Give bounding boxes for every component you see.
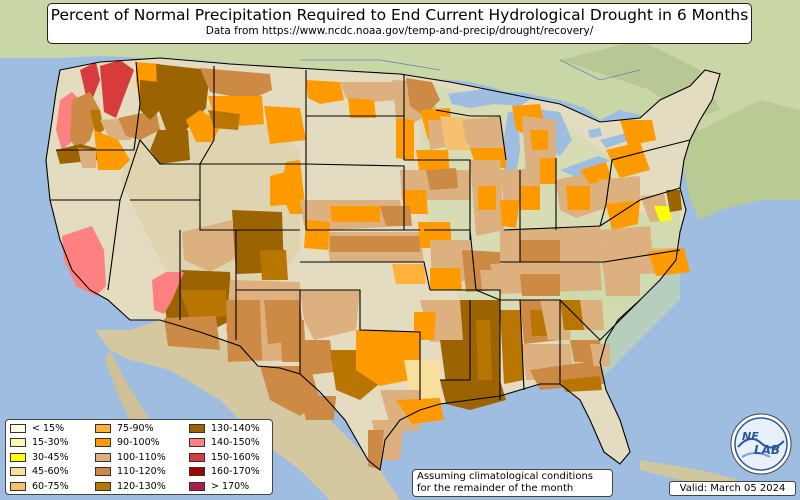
legend-item: 90-100% <box>95 437 160 449</box>
legend-item: 15-30% <box>10 437 69 449</box>
legend-swatch <box>10 467 26 476</box>
legend-label: 120-130% <box>117 480 166 492</box>
legend-label: 150-160% <box>211 451 260 463</box>
legend-item: < 15% <box>10 422 64 434</box>
legend-label: > 170% <box>211 480 250 492</box>
logo-text-bottom: LAB <box>754 443 780 457</box>
legend-swatch <box>189 481 205 491</box>
climatology-note: Assuming climatological conditions for t… <box>412 469 613 497</box>
lake-superior <box>448 88 532 108</box>
note-line-2: for the remainder of the month <box>417 483 574 494</box>
legend: < 15% 15-30% 30-45% 45-60% 60-75% 75-90% 90-10… <box>5 419 273 495</box>
legend-swatch <box>95 438 111 447</box>
legend-swatch <box>95 452 111 462</box>
nexlab-globe-icon <box>737 437 785 449</box>
legend-item: 150-160% <box>189 451 260 463</box>
legend-item: 120-130% <box>95 480 166 492</box>
lake-michigan <box>502 112 520 186</box>
legend-item: 130-140% <box>189 422 260 434</box>
legend-item: 30-45% <box>10 451 69 463</box>
legend-item: 45-60% <box>10 466 69 478</box>
legend-swatch <box>189 438 205 447</box>
legend-swatch <box>189 467 205 476</box>
legend-swatch <box>10 423 26 433</box>
legend-label: 160-170% <box>211 466 260 477</box>
legend-label: 100-110% <box>117 451 166 463</box>
legend-item: 100-110% <box>95 451 166 463</box>
legend-swatch <box>10 438 26 447</box>
legend-item: 140-150% <box>189 437 260 449</box>
legend-swatch <box>189 452 205 462</box>
legend-label: 15-30% <box>32 437 69 448</box>
legend-label: 45-60% <box>32 466 69 477</box>
legend-swatch <box>10 452 26 462</box>
title-box: Percent of Normal Precipitation Required… <box>47 3 752 44</box>
note-line-1: Assuming climatological conditions <box>417 471 593 482</box>
legend-item: 75-90% <box>95 422 154 434</box>
legend-label: 60-75% <box>32 480 69 492</box>
map-title: Percent of Normal Precipitation Required… <box>50 6 749 24</box>
logo-text-top: NE <box>742 430 759 443</box>
legend-swatch <box>189 423 205 433</box>
legend-label: < 15% <box>32 422 65 434</box>
legend-label: 30-45% <box>32 451 69 463</box>
legend-item: 60-75% <box>10 480 69 492</box>
map-subtitle: Data from https://www.ncdc.noaa.gov/temp… <box>205 25 594 37</box>
valid-date: Valid: March 05 2024 <box>669 481 796 496</box>
legend-swatch <box>95 423 111 433</box>
legend-swatch <box>10 481 26 491</box>
mexico-land <box>95 320 400 500</box>
legend-swatch <box>95 481 111 491</box>
legend-item: 110-120% <box>95 466 166 478</box>
legend-label: 110-120% <box>117 466 166 477</box>
legend-label: 75-90% <box>117 422 154 434</box>
legend-label: 130-140% <box>211 422 260 434</box>
legend-swatch <box>95 467 111 476</box>
legend-item: 160-170% <box>189 466 260 478</box>
legend-label: 140-150% <box>211 437 260 448</box>
legend-label: 90-100% <box>117 437 160 448</box>
lake-erie <box>560 156 610 178</box>
state-borders <box>45 57 721 472</box>
nexlab-logo: NE LAB <box>730 413 792 475</box>
legend-item: > 170% <box>189 480 249 492</box>
